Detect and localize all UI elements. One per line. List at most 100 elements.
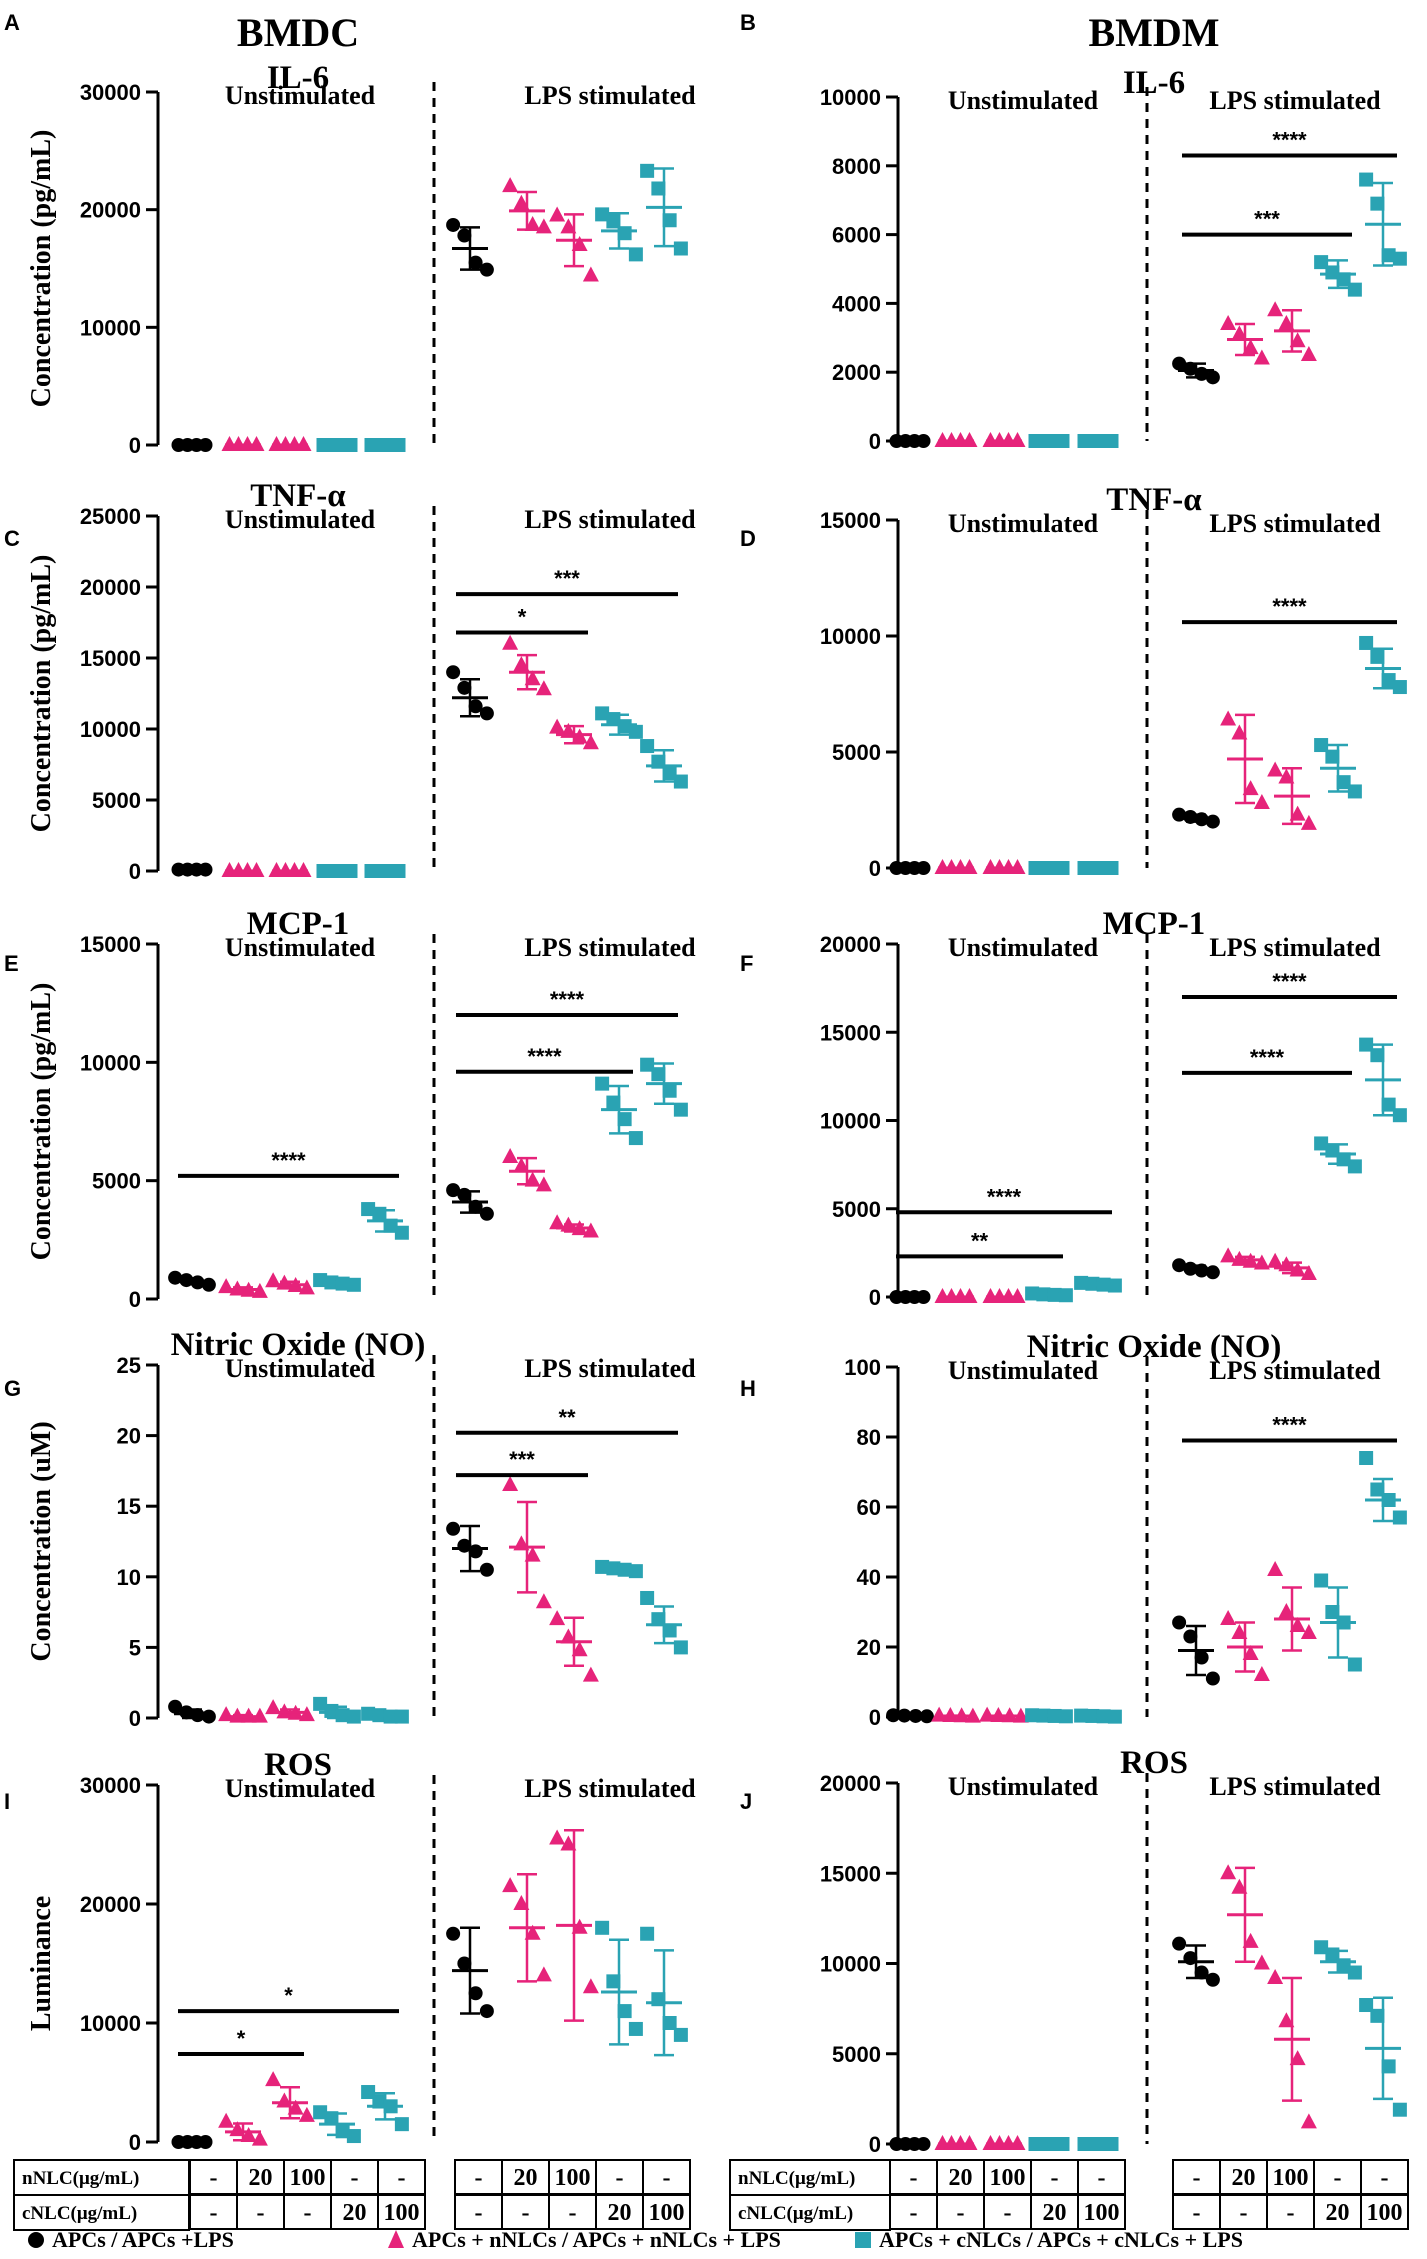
data-group bbox=[446, 1521, 494, 1577]
panel-letter: H bbox=[740, 1376, 756, 1401]
panel-G: G Nitric Oxide (NO) 0 5 10 15 20 25 Concentratio… bbox=[4, 1327, 696, 1731]
data-point bbox=[468, 255, 483, 270]
data-point bbox=[502, 1476, 519, 1492]
data-group bbox=[1314, 738, 1362, 799]
data-point bbox=[535, 1966, 552, 1982]
data-group bbox=[1359, 1996, 1407, 2117]
panel-letter: I bbox=[4, 1789, 10, 1814]
data-point bbox=[535, 1176, 552, 1192]
data-point bbox=[1336, 775, 1351, 790]
table-cell-value: - bbox=[616, 2165, 624, 2191]
data-point bbox=[1325, 749, 1340, 764]
data-point bbox=[1205, 1972, 1220, 1987]
data-group bbox=[1025, 1286, 1073, 1303]
table-cell-value: 100 bbox=[1273, 2165, 1309, 2191]
region-label-unstimulated: Unstimulated bbox=[225, 81, 376, 110]
y-tick-label: 0 bbox=[129, 859, 141, 884]
data-group bbox=[1172, 1615, 1220, 1686]
data-group bbox=[934, 432, 978, 447]
data-point bbox=[640, 163, 655, 178]
data-group bbox=[640, 1057, 688, 1117]
data-group bbox=[446, 1926, 494, 2019]
y-tick-label: 5000 bbox=[92, 788, 141, 813]
data-group bbox=[502, 1873, 552, 1983]
data-point bbox=[1381, 673, 1396, 688]
data-point bbox=[1267, 761, 1284, 777]
data-point bbox=[1325, 1947, 1340, 1962]
data-point bbox=[1347, 1159, 1362, 1174]
data-point bbox=[502, 177, 519, 193]
data-group bbox=[361, 1202, 409, 1240]
data-point bbox=[513, 1157, 530, 1173]
panel-I: I ROS 0 10000 20000 30000 Luminance Unstimulate… bbox=[4, 1747, 696, 2155]
data-point bbox=[1370, 196, 1385, 211]
data-group bbox=[218, 1278, 268, 1298]
data-group bbox=[168, 1699, 216, 1724]
table-cell bbox=[1077, 2194, 1126, 2230]
data-point bbox=[513, 1895, 530, 1910]
data-point bbox=[240, 2127, 257, 2143]
data-point bbox=[524, 1924, 541, 1940]
data-group bbox=[931, 1706, 981, 1723]
table-cell-value: - bbox=[1051, 2165, 1059, 2191]
data-point bbox=[1242, 1645, 1259, 1660]
data-group bbox=[1359, 1037, 1407, 1123]
data-point bbox=[606, 712, 621, 727]
chart-title: ROS bbox=[264, 1747, 332, 1783]
significance-label: **** bbox=[1272, 969, 1307, 994]
data-point bbox=[1289, 332, 1306, 348]
y-tick-label: 20000 bbox=[80, 575, 141, 600]
data-point bbox=[361, 2085, 376, 2100]
legend-item: APCs + nNLCs / APCs + nNLCs + LPS bbox=[388, 2227, 781, 2252]
table-row-label: cNLC(μg/mL) bbox=[738, 2203, 853, 2224]
chart-title: TNF-α bbox=[250, 478, 346, 514]
data-point bbox=[1242, 339, 1259, 355]
data-point bbox=[549, 718, 566, 734]
data-point bbox=[931, 1706, 948, 1722]
y-tick-label: 5000 bbox=[92, 1169, 141, 1194]
data-point bbox=[1267, 1968, 1284, 1984]
data-group bbox=[1172, 1936, 1220, 1987]
panel-letter: F bbox=[740, 951, 753, 976]
data-group bbox=[364, 864, 406, 878]
y-tick-label: 10000 bbox=[820, 1952, 881, 1977]
data-point bbox=[979, 1706, 996, 1722]
data-point bbox=[1194, 1263, 1209, 1278]
chart-title: ROS bbox=[1120, 1745, 1188, 1781]
data-point bbox=[549, 1829, 566, 1845]
y-tick-label: 10 bbox=[117, 1565, 141, 1590]
data-point bbox=[313, 1696, 328, 1711]
data-point bbox=[479, 706, 494, 721]
y-tick-label: 2000 bbox=[832, 360, 881, 385]
data-point bbox=[662, 766, 677, 781]
region-label-unstimulated: Unstimulated bbox=[948, 933, 1099, 962]
table-cell-value: - bbox=[398, 2165, 406, 2191]
y-tick-label: 20 bbox=[857, 1635, 881, 1660]
data-point bbox=[617, 226, 632, 241]
data-point bbox=[1381, 1097, 1396, 1112]
y-tick-label: 20 bbox=[117, 1424, 141, 1449]
data-group bbox=[1220, 315, 1270, 365]
data-point bbox=[265, 2071, 282, 2087]
data-point bbox=[1300, 1624, 1317, 1639]
data-point bbox=[1325, 265, 1340, 280]
data-point bbox=[1205, 370, 1220, 385]
y-tick-label: 0 bbox=[129, 1706, 141, 1731]
y-tick-label: 4000 bbox=[832, 291, 881, 316]
table-cell-value: - bbox=[663, 2165, 671, 2191]
data-group bbox=[1314, 1940, 1362, 1980]
data-point bbox=[1370, 1048, 1385, 1063]
data-group bbox=[1359, 172, 1407, 267]
data-group bbox=[1220, 1247, 1270, 1270]
region-label-lps: LPS stimulated bbox=[1209, 1356, 1381, 1385]
chart-title: MCP-1 bbox=[247, 906, 350, 942]
table-cell-value: - bbox=[910, 2165, 918, 2191]
table-cell-value: 20 bbox=[1326, 2200, 1350, 2226]
data-point bbox=[524, 1546, 541, 1562]
data-point bbox=[651, 1612, 666, 1627]
data-group bbox=[446, 217, 494, 277]
significance-label: *** bbox=[554, 566, 580, 591]
data-point bbox=[535, 218, 552, 234]
y-tick-label: 10000 bbox=[820, 624, 881, 649]
data-point bbox=[1300, 346, 1317, 361]
